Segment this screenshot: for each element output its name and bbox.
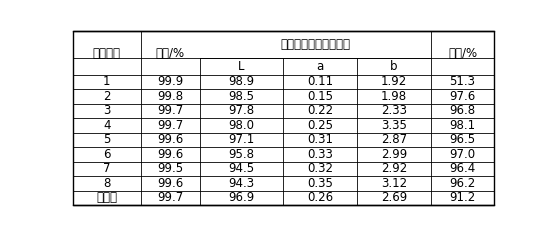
- Text: 96.9: 96.9: [228, 191, 254, 204]
- Text: 2.69: 2.69: [381, 191, 407, 204]
- Text: 97.8: 97.8: [228, 104, 254, 117]
- Text: 99.6: 99.6: [157, 148, 184, 161]
- Text: 91.2: 91.2: [450, 191, 476, 204]
- Text: 0.11: 0.11: [307, 76, 333, 88]
- Text: 2.87: 2.87: [381, 133, 407, 146]
- Text: 0.26: 0.26: [307, 191, 333, 204]
- Text: 99.9: 99.9: [157, 76, 184, 88]
- Text: 96.8: 96.8: [450, 104, 476, 117]
- Text: 97.1: 97.1: [228, 133, 254, 146]
- Text: 6: 6: [103, 148, 111, 161]
- Text: 套用次数: 套用次数: [93, 47, 121, 59]
- Text: 3.35: 3.35: [381, 119, 407, 132]
- Text: 97.0: 97.0: [450, 148, 476, 161]
- Text: 0.25: 0.25: [307, 119, 333, 132]
- Text: 3: 3: [103, 104, 111, 117]
- Text: 2.33: 2.33: [381, 104, 407, 117]
- Text: 94.3: 94.3: [228, 177, 254, 190]
- Text: 0.31: 0.31: [307, 133, 333, 146]
- Text: 0.22: 0.22: [307, 104, 333, 117]
- Text: 4: 4: [103, 119, 111, 132]
- Text: 5: 5: [103, 133, 111, 146]
- Text: 0.15: 0.15: [307, 90, 333, 103]
- Text: 3.12: 3.12: [381, 177, 407, 190]
- Text: 99.7: 99.7: [157, 191, 184, 204]
- Text: 97.6: 97.6: [450, 90, 476, 103]
- Text: 1.98: 1.98: [381, 90, 407, 103]
- Text: 0.35: 0.35: [307, 177, 333, 190]
- Text: 96.5: 96.5: [450, 133, 476, 146]
- Text: 平均值: 平均值: [96, 191, 117, 204]
- Text: 94.5: 94.5: [228, 162, 254, 175]
- Text: 96.4: 96.4: [450, 162, 476, 175]
- Text: a: a: [317, 60, 324, 73]
- Text: 纯度/%: 纯度/%: [156, 47, 185, 59]
- Text: 99.5: 99.5: [157, 162, 184, 175]
- Text: 98.5: 98.5: [228, 90, 254, 103]
- Text: 95.8: 95.8: [228, 148, 254, 161]
- Text: 99.7: 99.7: [157, 119, 184, 132]
- Text: 四乙酰乙二胺色泽指数: 四乙酰乙二胺色泽指数: [280, 38, 350, 51]
- Text: 98.9: 98.9: [228, 76, 254, 88]
- Text: 96.2: 96.2: [450, 177, 476, 190]
- Text: b: b: [390, 60, 398, 73]
- Text: 99.6: 99.6: [157, 177, 184, 190]
- Text: 8: 8: [103, 177, 111, 190]
- Text: 收率/%: 收率/%: [448, 47, 477, 59]
- Text: 7: 7: [103, 162, 111, 175]
- Text: 2.92: 2.92: [381, 162, 407, 175]
- Text: 0.33: 0.33: [307, 148, 333, 161]
- Text: 1: 1: [103, 76, 111, 88]
- Text: L: L: [238, 60, 245, 73]
- Text: 2.99: 2.99: [381, 148, 407, 161]
- Text: 98.1: 98.1: [450, 119, 476, 132]
- Text: 2: 2: [103, 90, 111, 103]
- Text: 98.0: 98.0: [228, 119, 254, 132]
- Text: 99.7: 99.7: [157, 104, 184, 117]
- Text: 1.92: 1.92: [381, 76, 407, 88]
- Text: 51.3: 51.3: [450, 76, 476, 88]
- Text: 0.32: 0.32: [307, 162, 333, 175]
- Text: 99.6: 99.6: [157, 133, 184, 146]
- Text: 99.8: 99.8: [157, 90, 184, 103]
